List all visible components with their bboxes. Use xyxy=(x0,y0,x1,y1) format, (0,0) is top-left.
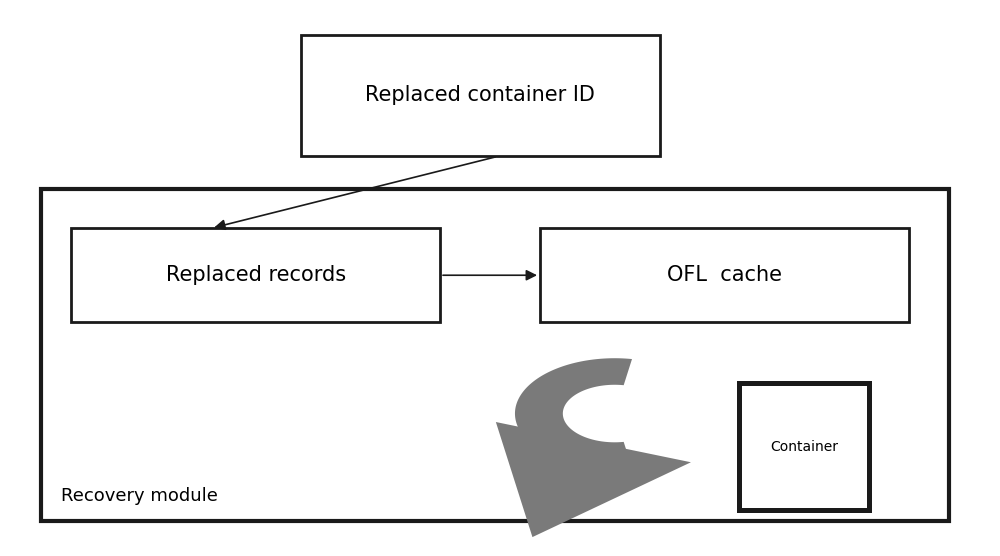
Bar xyxy=(71,228,440,322)
Text: OFL  cache: OFL cache xyxy=(667,265,782,285)
Text: Container: Container xyxy=(770,440,838,454)
Bar xyxy=(739,383,869,510)
Bar xyxy=(301,34,660,156)
Bar xyxy=(540,228,909,322)
Text: Recovery module: Recovery module xyxy=(61,487,218,505)
Text: Replaced records: Replaced records xyxy=(166,265,346,285)
Polygon shape xyxy=(515,358,632,469)
Text: Replaced container ID: Replaced container ID xyxy=(365,86,595,106)
Polygon shape xyxy=(496,422,691,537)
Bar xyxy=(41,190,949,522)
